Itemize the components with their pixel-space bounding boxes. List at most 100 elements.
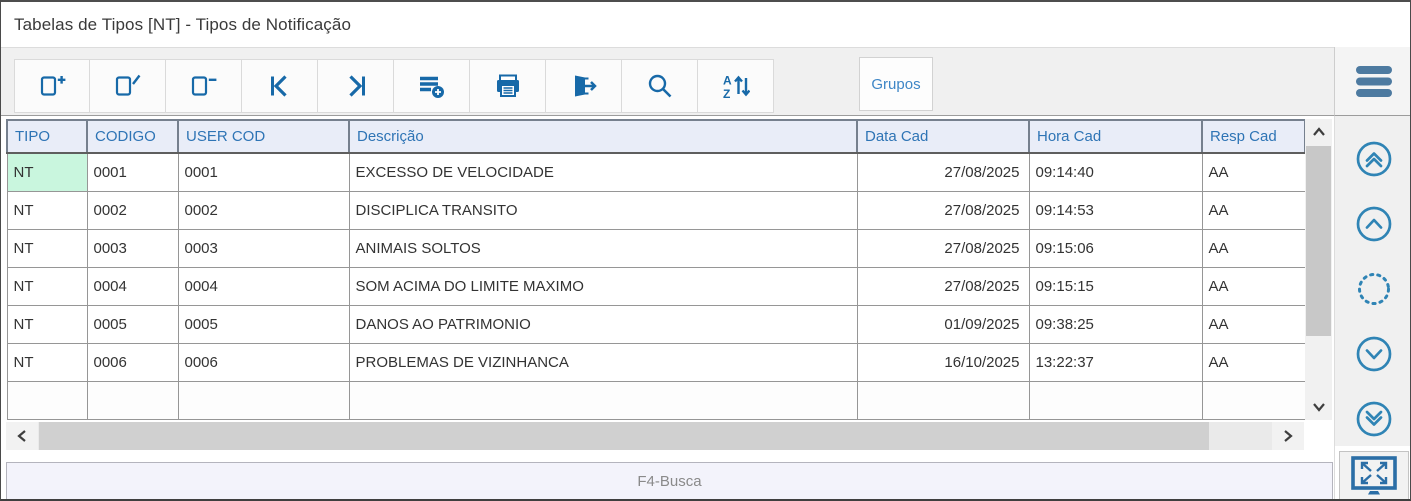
svg-text:A: A xyxy=(723,74,732,88)
cell-user_cod[interactable] xyxy=(177,380,350,420)
cell-data_cad[interactable] xyxy=(856,418,1030,420)
scroll-top-button[interactable] xyxy=(1353,138,1395,180)
cell-resp_cad[interactable]: AA xyxy=(1201,266,1305,306)
cell-resp_cad[interactable] xyxy=(1201,418,1305,420)
cell-codigo[interactable] xyxy=(86,418,179,420)
cell-codigo[interactable]: 0001 xyxy=(86,152,179,192)
cell-hora_cad[interactable]: 09:14:53 xyxy=(1028,190,1203,230)
cell-codigo[interactable]: 0004 xyxy=(86,266,179,306)
cell-tipo[interactable] xyxy=(6,380,88,420)
cell-tipo[interactable]: NT xyxy=(6,304,88,344)
cell-tipo[interactable]: NT xyxy=(6,228,88,268)
scrollbar-right-arrow[interactable] xyxy=(1272,422,1304,450)
column-header-data_cad[interactable]: Data Cad xyxy=(856,119,1030,154)
cell-tipo[interactable]: NT xyxy=(6,342,88,382)
add-record-button[interactable] xyxy=(14,59,90,113)
cell-hora_cad[interactable]: 13:22:37 xyxy=(1028,342,1203,382)
cell-codigo[interactable]: 0003 xyxy=(86,228,179,268)
cell-resp_cad[interactable]: AA xyxy=(1201,190,1305,230)
cell-codigo[interactable]: 0005 xyxy=(86,304,179,344)
cell-descricao[interactable]: SOM ACIMA DO LIMITE MAXIMO xyxy=(348,266,858,306)
scroll-down-button[interactable] xyxy=(1353,333,1395,375)
column-header-hora_cad[interactable]: Hora Cad xyxy=(1028,119,1203,154)
cell-descricao[interactable]: PROBLEMAS DE VIZINHANCA xyxy=(348,342,858,382)
cell-data_cad[interactable]: 27/08/2025 xyxy=(856,266,1030,306)
search-icon xyxy=(648,74,671,98)
cell-resp_cad[interactable]: AA xyxy=(1201,152,1305,192)
grupos-button[interactable]: Grupos xyxy=(859,57,933,111)
delete-record-button[interactable] xyxy=(166,59,242,113)
scroll-up-button[interactable] xyxy=(1353,203,1395,245)
cell-tipo[interactable]: NT xyxy=(6,266,88,306)
vertical-scrollbar[interactable] xyxy=(1305,119,1332,420)
cell-hora_cad[interactable]: 09:15:15 xyxy=(1028,266,1203,306)
cell-descricao[interactable]: EXCESSO DE VELOCIDADE xyxy=(348,152,858,192)
cell-descricao[interactable]: ANIMAIS SOLTOS xyxy=(348,228,858,268)
empty-table-row xyxy=(6,418,1305,420)
cell-resp_cad[interactable]: AA xyxy=(1201,304,1305,344)
cell-user_cod[interactable]: 0006 xyxy=(177,342,350,382)
cell-hora_cad[interactable]: 09:38:25 xyxy=(1028,304,1203,344)
cell-user_cod[interactable]: 0005 xyxy=(177,304,350,344)
cell-descricao[interactable] xyxy=(348,380,858,420)
chevron-down-circle-icon xyxy=(1356,336,1392,372)
cell-codigo[interactable]: 0002 xyxy=(86,190,179,230)
cell-user_cod[interactable]: 0002 xyxy=(177,190,350,230)
search-button[interactable] xyxy=(622,59,698,113)
cell-tipo[interactable] xyxy=(6,418,88,420)
printer-icon xyxy=(496,74,519,97)
column-header-codigo[interactable]: CODIGO xyxy=(86,119,179,154)
cell-descricao[interactable]: DANOS AO PATRIMONIO xyxy=(348,304,858,344)
cell-resp_cad[interactable] xyxy=(1201,380,1305,420)
cell-tipo[interactable]: NT xyxy=(6,152,88,192)
insert-list-button[interactable] xyxy=(394,59,470,113)
vertical-scrollbar-thumb[interactable] xyxy=(1306,146,1331,336)
cell-user_cod[interactable]: 0001 xyxy=(177,152,350,192)
cell-data_cad[interactable]: 16/10/2025 xyxy=(856,342,1030,382)
cell-codigo[interactable] xyxy=(86,380,179,420)
record-position-button[interactable] xyxy=(1353,268,1395,310)
cell-hora_cad[interactable]: 09:14:40 xyxy=(1028,152,1203,192)
data-grid: TIPO CODIGO USER COD Descrição Data Cad Hora … xyxy=(6,119,1305,420)
cell-user_cod[interactable] xyxy=(177,418,350,420)
horizontal-scrollbar[interactable] xyxy=(6,422,1304,450)
cell-data_cad[interactable]: 27/08/2025 xyxy=(856,228,1030,268)
cell-data_cad[interactable]: 27/08/2025 xyxy=(856,190,1030,230)
edit-record-button[interactable] xyxy=(90,59,166,113)
column-header-tipo[interactable]: TIPO xyxy=(6,119,88,154)
sort-button[interactable]: A Z xyxy=(698,59,774,113)
menu-button[interactable] xyxy=(1334,47,1410,116)
cell-user_cod[interactable]: 0003 xyxy=(177,228,350,268)
cell-data_cad[interactable]: 01/09/2025 xyxy=(856,304,1030,344)
cell-hora_cad[interactable] xyxy=(1028,418,1203,420)
cell-resp_cad[interactable]: AA xyxy=(1201,342,1305,382)
cell-hora_cad[interactable]: 09:15:06 xyxy=(1028,228,1203,268)
scroll-bottom-button[interactable] xyxy=(1353,398,1395,440)
column-header-user_cod[interactable]: USER COD xyxy=(177,119,350,154)
last-record-button[interactable] xyxy=(318,59,394,113)
first-record-button[interactable] xyxy=(242,59,318,113)
cell-descricao[interactable] xyxy=(348,418,858,420)
column-header-resp_cad[interactable]: Resp Cad xyxy=(1201,119,1305,154)
print-button[interactable] xyxy=(470,59,546,113)
table-row: NT 0003 0003 ANIMAIS SOLTOS 27/08/2025 09:15:… xyxy=(6,228,1305,268)
cell-user_cod[interactable]: 0004 xyxy=(177,266,350,306)
cell-data_cad[interactable] xyxy=(856,380,1030,420)
cell-hora_cad[interactable] xyxy=(1028,380,1203,420)
fullscreen-button[interactable] xyxy=(1339,451,1409,499)
column-header-descricao[interactable]: Descrição xyxy=(348,119,858,154)
scrollbar-down-arrow[interactable] xyxy=(1305,394,1332,420)
exit-button[interactable] xyxy=(546,59,622,113)
chevron-down-icon xyxy=(1312,403,1325,412)
scrollbar-up-arrow[interactable] xyxy=(1305,119,1332,145)
table-header-row: TIPO CODIGO USER COD Descrição Data Cad Hora … xyxy=(6,119,1305,154)
document-remove-icon xyxy=(191,76,217,96)
cell-resp_cad[interactable]: AA xyxy=(1201,228,1305,268)
cell-data_cad[interactable]: 27/08/2025 xyxy=(856,152,1030,192)
cell-descricao[interactable]: DISCIPLICA TRANSITO xyxy=(348,190,858,230)
cell-tipo[interactable]: NT xyxy=(6,190,88,230)
scrollbar-left-arrow[interactable] xyxy=(6,422,38,450)
cell-codigo[interactable]: 0006 xyxy=(86,342,179,382)
fullscreen-monitor-icon xyxy=(1351,455,1397,494)
horizontal-scrollbar-thumb[interactable] xyxy=(39,422,1209,450)
